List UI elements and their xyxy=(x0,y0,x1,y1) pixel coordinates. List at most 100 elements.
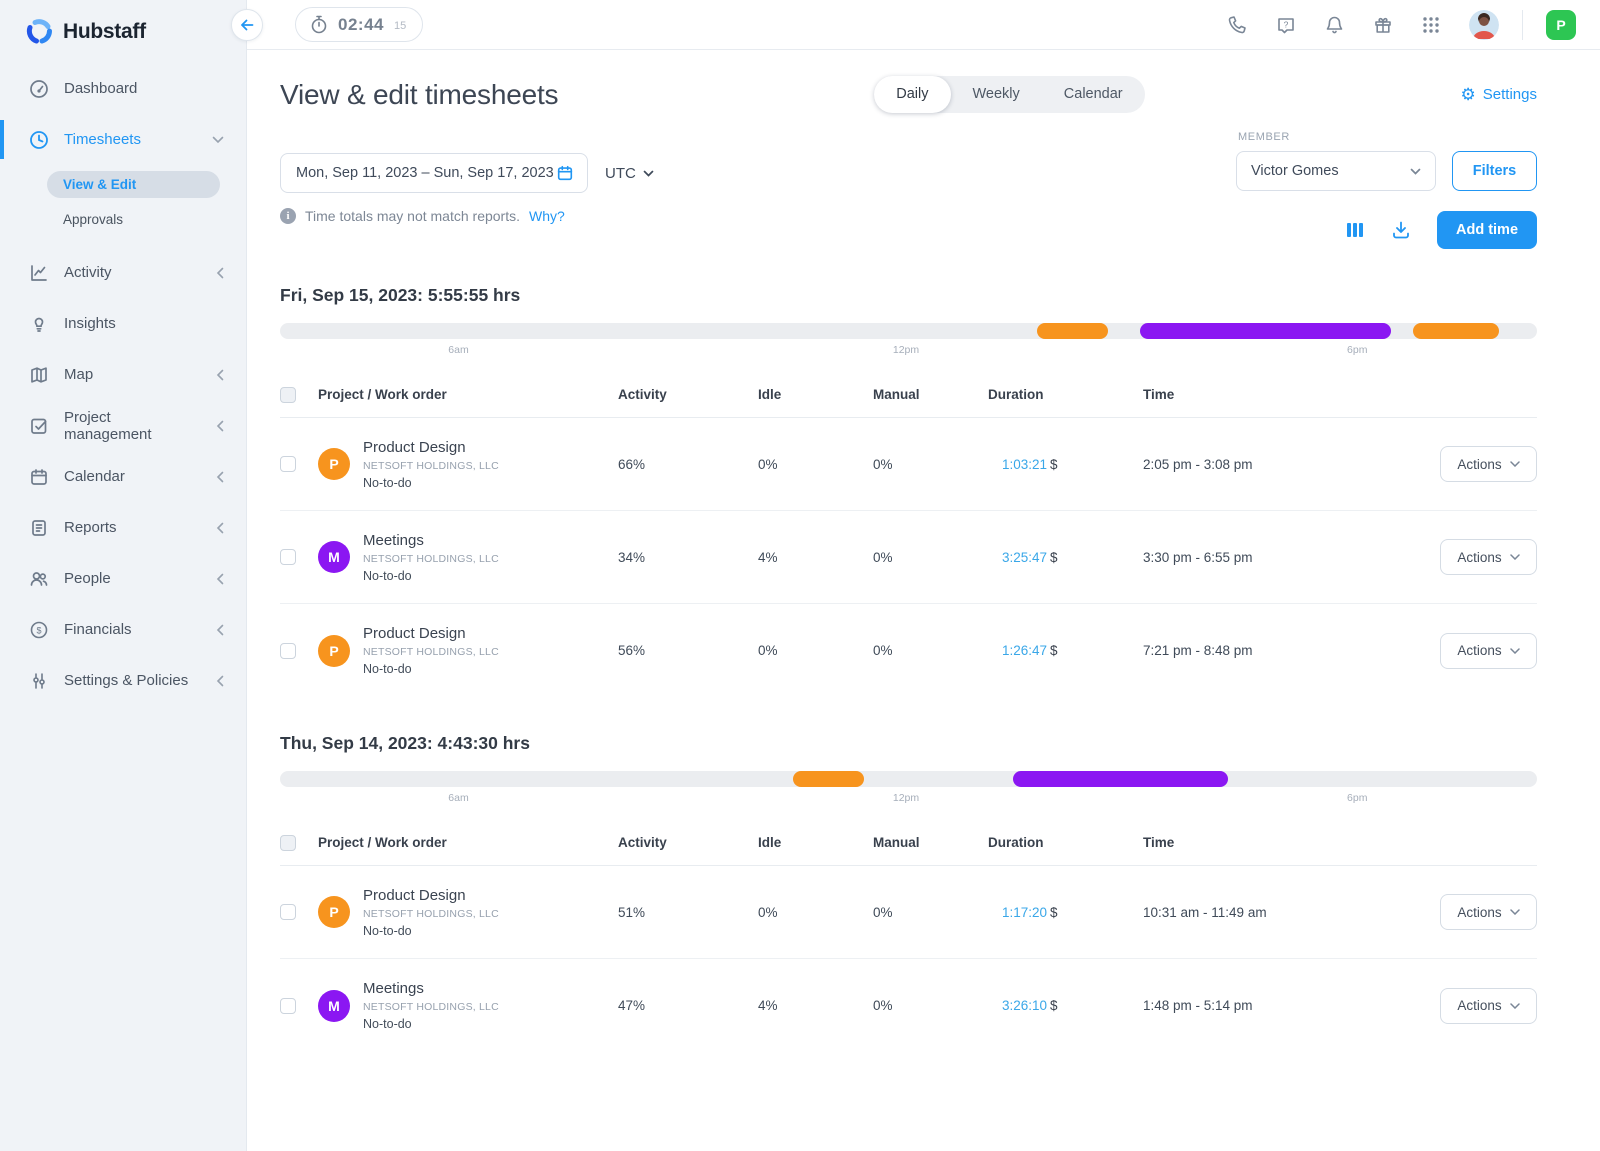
actions-button[interactable]: Actions xyxy=(1440,987,1537,1024)
task-name: No-to-do xyxy=(363,662,412,676)
project-name[interactable]: Meetings xyxy=(363,531,424,549)
columns-icon[interactable] xyxy=(1345,221,1365,239)
actions-button[interactable]: Actions xyxy=(1440,894,1537,930)
table-header-row: Project / Work order Activity Idle Manua… xyxy=(280,372,1537,418)
member-select[interactable]: Victor Gomes xyxy=(1236,151,1436,191)
dashboard-icon xyxy=(29,79,49,99)
tab-weekly[interactable]: Weekly xyxy=(972,86,1020,102)
timesheet-table: Project / Work order Activity Idle Manua… xyxy=(280,820,1537,1052)
project-name[interactable]: Product Design xyxy=(363,886,466,904)
task-name: No-to-do xyxy=(363,923,412,938)
duration-value[interactable]: 3:26:10 xyxy=(1002,998,1048,1013)
duration-value[interactable]: 1:03:21 xyxy=(1002,456,1048,472)
timezone-select[interactable]: UTC xyxy=(605,165,654,182)
duration-value[interactable]: 1:26:47 xyxy=(1002,643,1048,658)
member-label: MEMBER xyxy=(1238,131,1290,143)
phone-icon[interactable] xyxy=(1227,15,1247,35)
col-manual: Manual xyxy=(873,835,920,850)
sidebar-item-settings-policies[interactable]: Settings & Policies xyxy=(0,655,246,706)
chevron-left-icon xyxy=(216,471,224,483)
duration-value[interactable]: 3:25:47 xyxy=(1002,549,1048,565)
manual-value: 0% xyxy=(873,456,893,472)
row-checkbox[interactable] xyxy=(280,997,296,1014)
table-row: P Product Design NETSOFT HOLDINGS, LLC N… xyxy=(280,418,1537,511)
duration-value[interactable]: 1:17:20 xyxy=(1002,904,1048,920)
project-avatar: M xyxy=(318,541,350,573)
sidebar-item-insights[interactable]: Insights xyxy=(0,298,246,349)
row-checkbox[interactable] xyxy=(280,456,296,472)
chevron-down-icon xyxy=(643,170,654,177)
sidebar-item-project-management[interactable]: Project management xyxy=(0,400,246,451)
currency-symbol[interactable]: $ xyxy=(1050,998,1058,1013)
sidebar-item-approvals[interactable]: Approvals xyxy=(47,212,220,227)
timer-widget[interactable]: 02:44 15 xyxy=(295,7,424,42)
select-all-checkbox[interactable] xyxy=(280,834,296,851)
settings-link[interactable]: ⚙ Settings xyxy=(1461,86,1537,103)
sidebar-item-timesheets[interactable]: Timesheets xyxy=(0,114,246,165)
actions-button[interactable]: Actions xyxy=(1440,446,1537,482)
sidebar-item-people[interactable]: People xyxy=(0,553,246,604)
sidebar-item-reports[interactable]: Reports xyxy=(0,502,246,553)
user-avatar[interactable] xyxy=(1469,9,1499,40)
apps-grid-icon[interactable] xyxy=(1422,16,1440,34)
actions-button[interactable]: Actions xyxy=(1440,632,1537,669)
col-idle: Idle xyxy=(758,387,782,402)
main-area: 02:44 15 ? xyxy=(231,0,1600,1151)
sidebar-item-label: Dashboard xyxy=(64,80,138,97)
day-section: Fri, Sep 15, 2023: 5:55:55 hrs 6am 12pm 6p… xyxy=(280,285,1537,697)
currency-symbol[interactable]: $ xyxy=(1050,904,1058,920)
sidebar-item-dashboard[interactable]: Dashboard xyxy=(0,63,246,114)
sidebar-item-activity[interactable]: Activity xyxy=(0,247,246,298)
idle-value: 4% xyxy=(758,998,778,1013)
dollar-circle-icon: $ xyxy=(29,620,49,640)
project-name[interactable]: Meetings xyxy=(363,980,424,997)
controls-row: Mon, Sep 11, 2023 – Sun, Sep 17, 2023 UT… xyxy=(280,131,1537,249)
task-name: No-to-do xyxy=(363,568,412,583)
people-icon xyxy=(29,569,49,589)
sidebar-item-calendar[interactable]: Calendar xyxy=(0,451,246,502)
col-project: Project / Work order xyxy=(318,835,447,850)
actions-button[interactable]: Actions xyxy=(1440,539,1537,575)
timeline-segment xyxy=(1036,323,1109,339)
brand-name: Hubstaff xyxy=(63,19,146,43)
sidebar: Hubstaff Dashboard Timesheets View & Edi… xyxy=(0,0,247,1151)
currency-symbol[interactable]: $ xyxy=(1050,456,1058,472)
project-name[interactable]: Product Design xyxy=(363,625,466,642)
day-timeline xyxy=(280,771,1537,787)
tab-calendar[interactable]: Calendar xyxy=(1063,86,1123,102)
sidebar-item-view-edit[interactable]: View & Edit xyxy=(47,171,220,198)
date-range-picker[interactable]: Mon, Sep 11, 2023 – Sun, Sep 17, 2023 xyxy=(280,153,588,193)
chevron-down-icon xyxy=(1509,647,1520,654)
chevron-left-icon xyxy=(216,267,224,279)
row-checkbox[interactable] xyxy=(280,904,296,920)
sidebar-item-label: People xyxy=(64,570,111,587)
bell-icon[interactable] xyxy=(1325,15,1344,35)
project-name[interactable]: Product Design xyxy=(363,438,466,456)
currency-symbol[interactable]: $ xyxy=(1050,549,1058,565)
help-icon[interactable]: ? xyxy=(1276,15,1296,35)
tab-daily[interactable]: Daily xyxy=(874,76,951,113)
timeline-tick-label: 6pm xyxy=(1347,792,1368,804)
currency-symbol[interactable]: $ xyxy=(1050,643,1058,658)
col-activity: Activity xyxy=(618,835,667,850)
add-time-button[interactable]: Add time xyxy=(1437,211,1537,249)
sidebar-subitem-label: View & Edit xyxy=(63,177,137,192)
row-checkbox[interactable] xyxy=(280,549,296,565)
sidebar-item-financials[interactable]: $ Financials xyxy=(0,604,246,655)
sidebar-item-map[interactable]: Map xyxy=(0,349,246,400)
row-checkbox[interactable] xyxy=(280,642,296,659)
why-link[interactable]: Why? xyxy=(529,208,565,224)
gift-icon[interactable] xyxy=(1373,15,1393,35)
sliders-icon xyxy=(29,671,49,691)
timeline-ticks: 6am 12pm 6pm xyxy=(280,344,1537,360)
date-controls: Mon, Sep 11, 2023 – Sun, Sep 17, 2023 UT… xyxy=(280,153,654,249)
activity-value: 34% xyxy=(618,549,646,565)
select-all-checkbox[interactable] xyxy=(280,386,296,403)
collapse-sidebar-button[interactable] xyxy=(231,9,263,41)
brand-logo[interactable]: Hubstaff xyxy=(0,14,246,63)
date-range-value: Mon, Sep 11, 2023 – Sun, Sep 17, 2023 xyxy=(296,165,554,181)
organization-badge[interactable]: P xyxy=(1546,9,1576,40)
filters-button[interactable]: Filters xyxy=(1452,151,1537,191)
download-icon[interactable] xyxy=(1391,220,1411,240)
col-duration: Duration xyxy=(988,835,1044,850)
